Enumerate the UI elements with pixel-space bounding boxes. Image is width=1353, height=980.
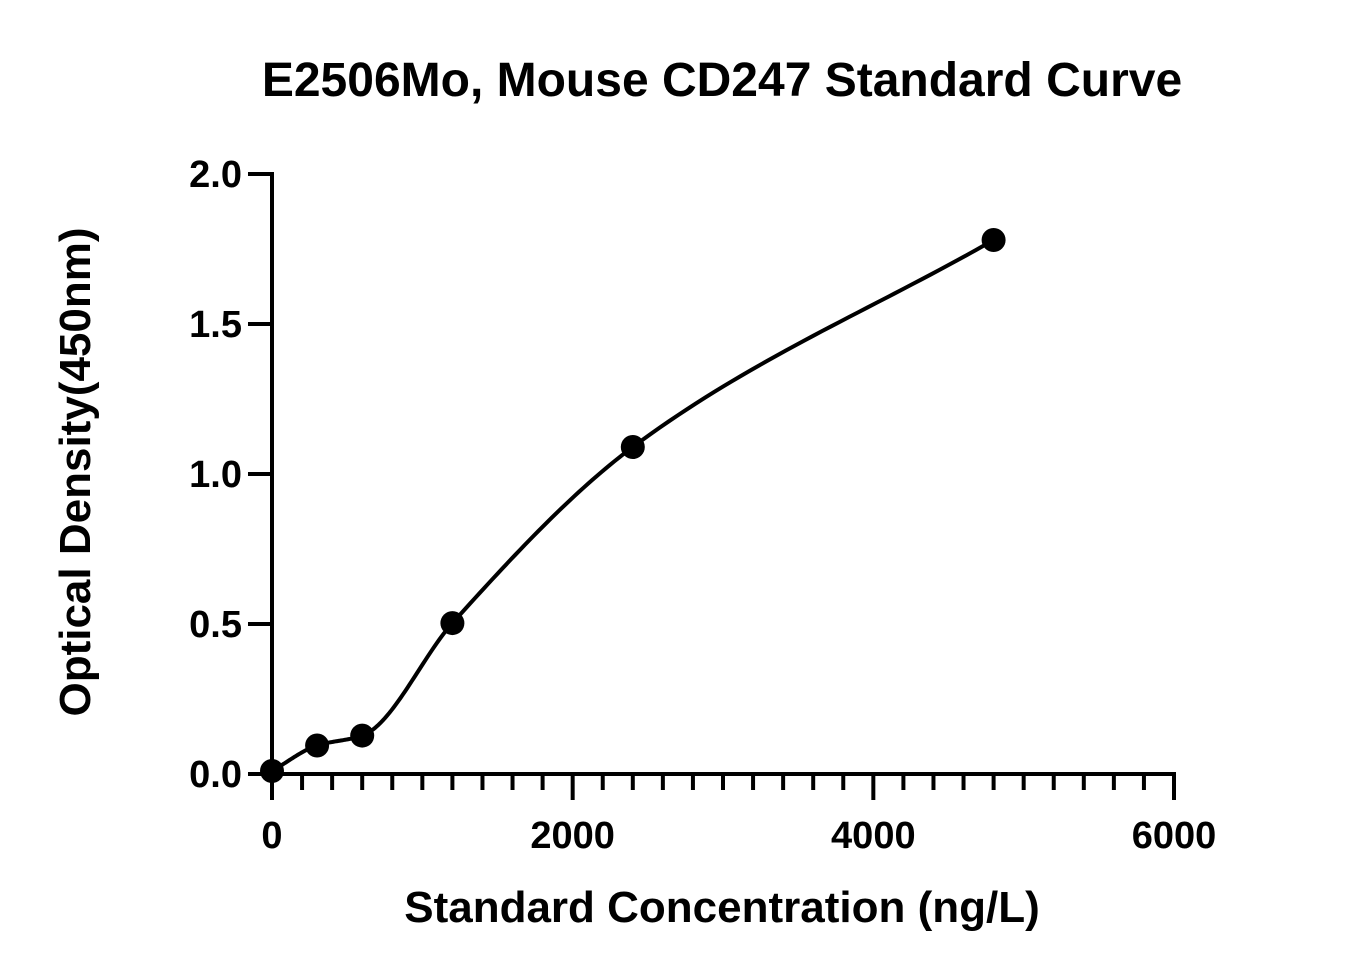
x-axis: 0 2000 4000 6000 [261,772,1217,857]
x-tick-label: 0 [261,815,282,857]
data-point [260,759,284,783]
x-tick-label: 6000 [1132,815,1217,857]
y-axis-label: Optical Density(450nm) [51,227,100,716]
y-tick-label: 0.0 [189,754,242,796]
y-tick-label: 1.0 [189,454,242,496]
fitted-curve-line [270,238,996,773]
data-point [305,733,330,758]
x-tick-label: 2000 [530,815,615,857]
data-point [440,611,465,636]
y-tick-label: 0.5 [189,604,242,646]
y-axis: 0.0 0.5 1.0 1.5 2.0 [189,154,274,796]
fitted-curve [270,238,996,773]
data-point [350,723,375,748]
data-point [981,228,1006,252]
chart-title: E2506Mo, Mouse CD247 Standard Curve [262,54,1182,107]
x-tick-label: 4000 [831,815,916,857]
y-tick-label: 2.0 [189,154,242,196]
data-point [620,435,645,459]
y-tick-label: 1.5 [189,304,242,346]
x-axis-label: Standard Concentration (ng/L) [404,883,1040,932]
data-points [260,228,1006,783]
